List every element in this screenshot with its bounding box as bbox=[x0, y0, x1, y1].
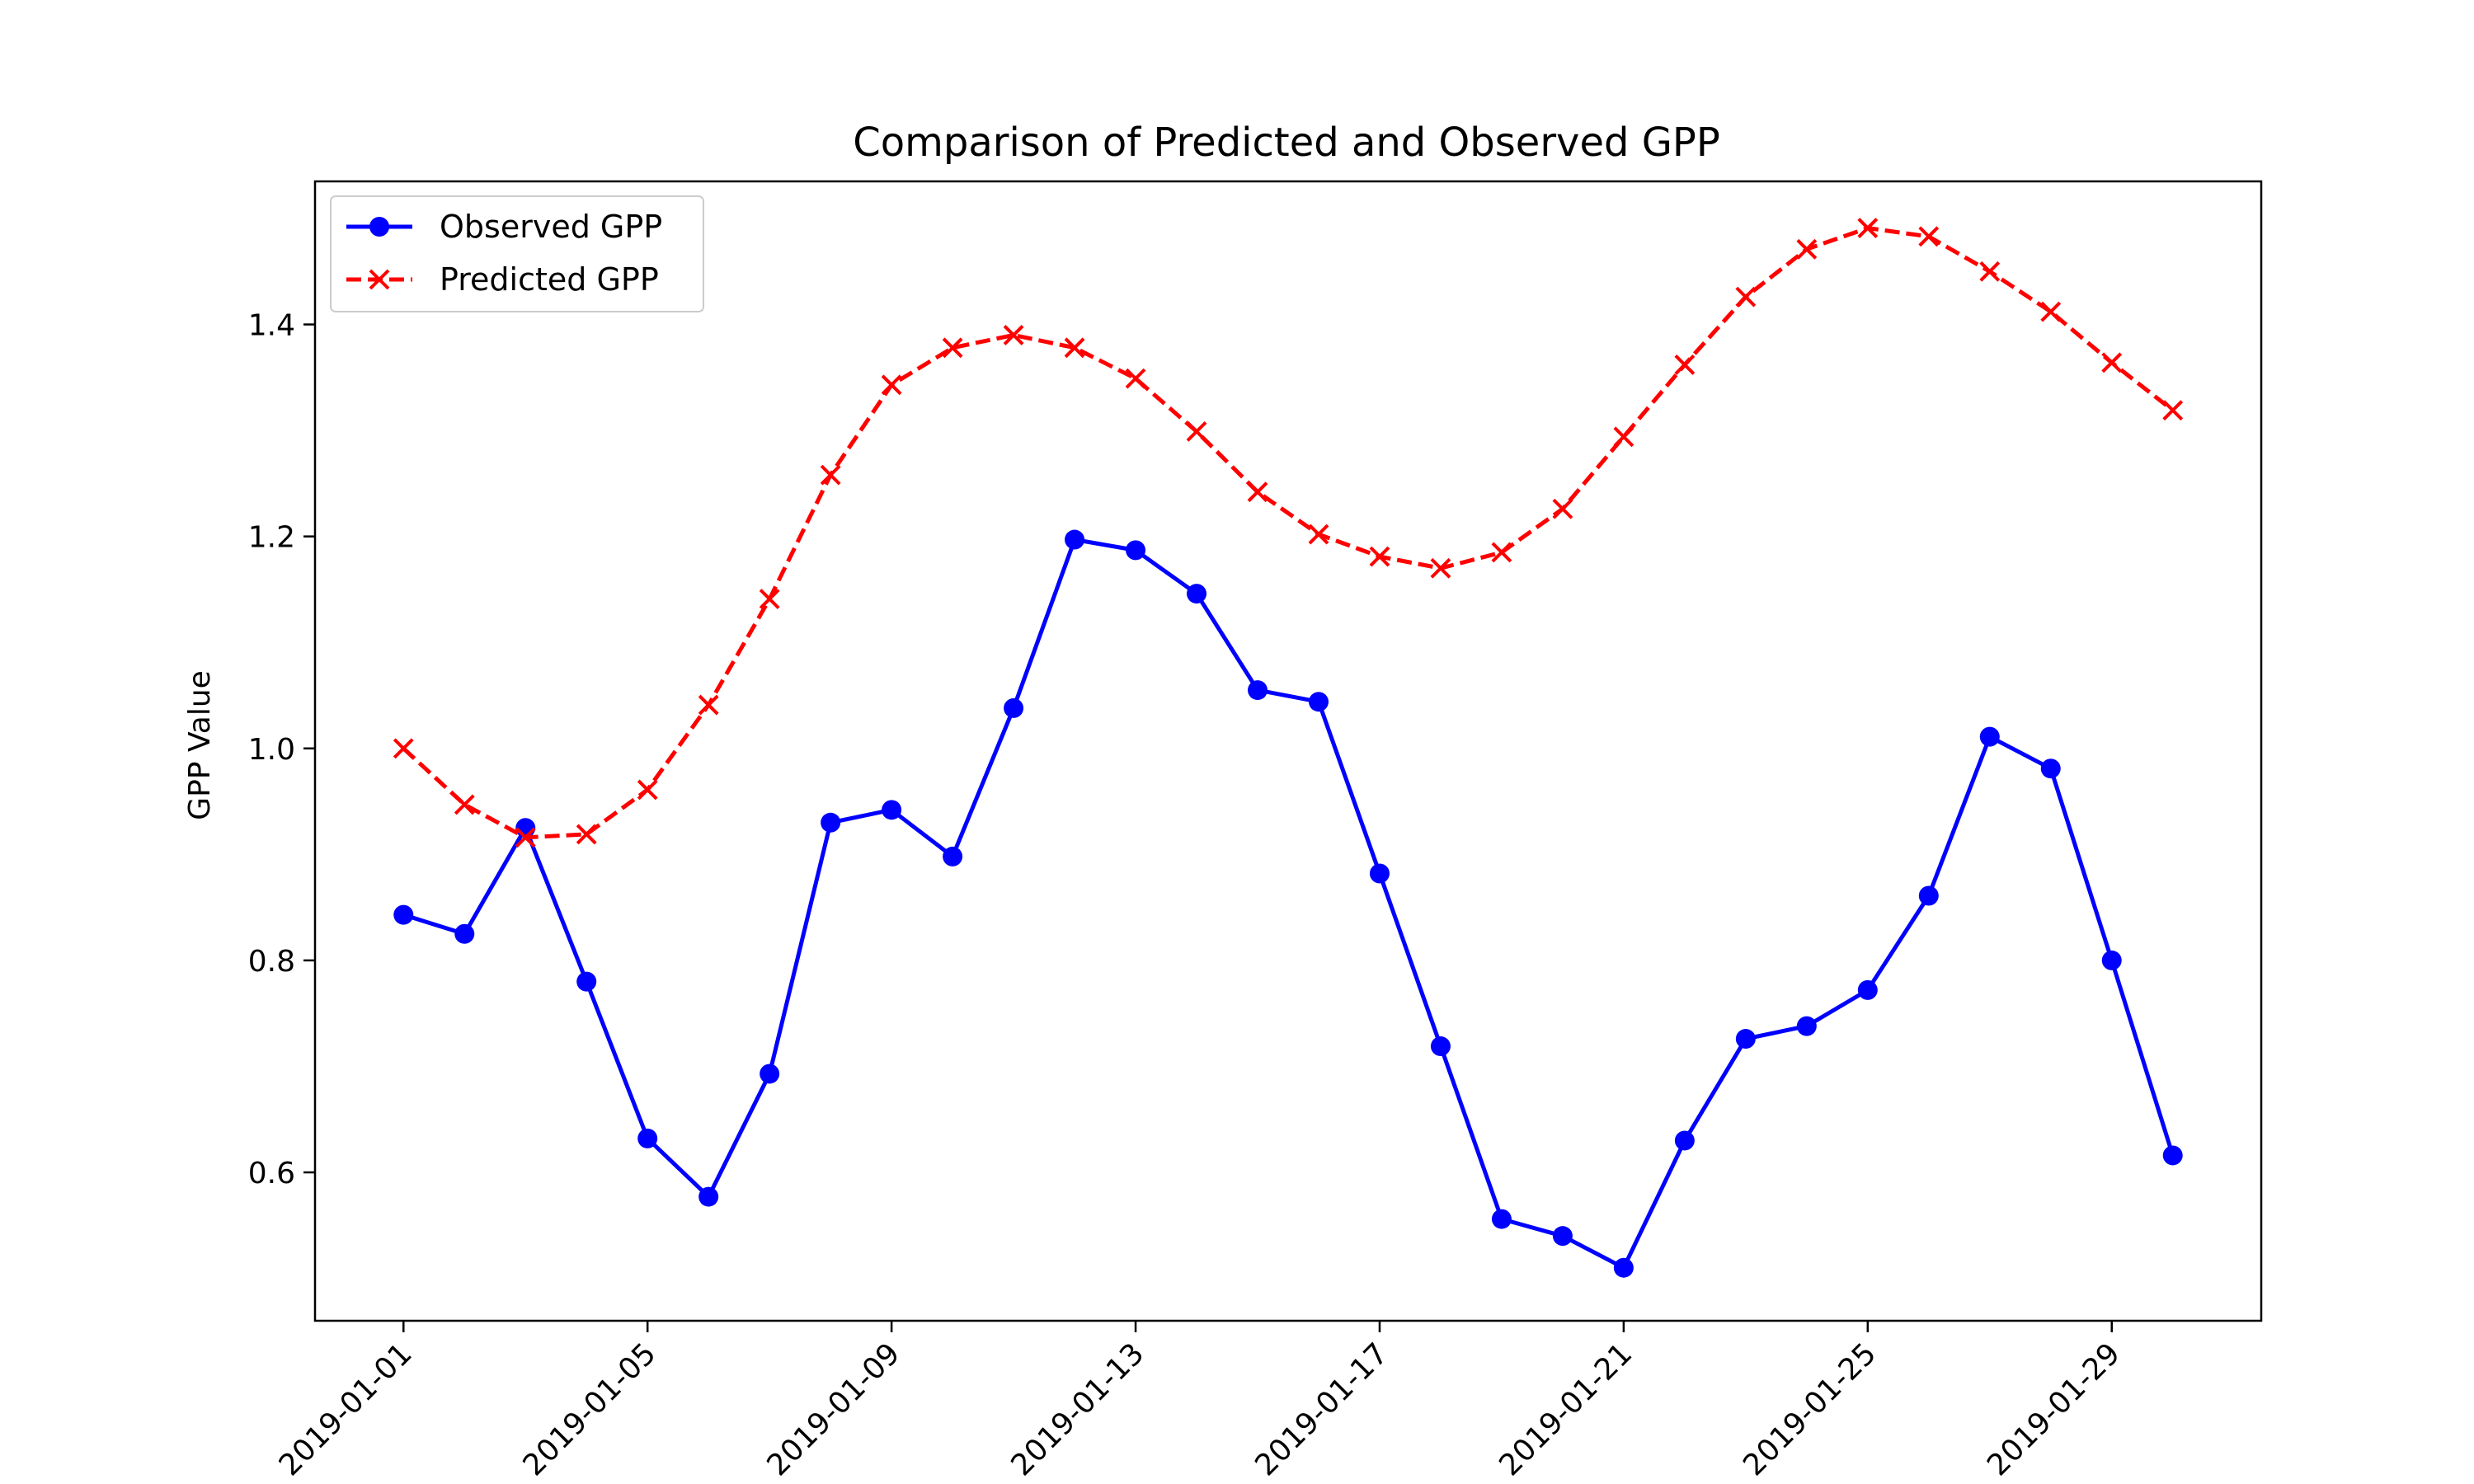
x-tick-label: 2019-01-01 bbox=[273, 1336, 419, 1482]
observed-gpp-point bbox=[637, 1128, 658, 1148]
observed-gpp-point bbox=[1065, 529, 1085, 550]
plot-area bbox=[393, 218, 2184, 1278]
observed-gpp-point bbox=[760, 1064, 780, 1084]
predicted-gpp-point bbox=[576, 824, 597, 845]
predicted-gpp-point bbox=[1064, 337, 1085, 359]
x-tick-label: 2019-01-21 bbox=[1493, 1336, 1639, 1482]
y-axis: 0.6 0.8 1.0 1.2 1.4 bbox=[248, 309, 315, 1190]
observed-gpp-point bbox=[515, 818, 536, 838]
observed-gpp-point bbox=[1613, 1257, 1634, 1278]
predicted-gpp-point bbox=[1125, 368, 1146, 389]
y-tick-label: 0.8 bbox=[248, 945, 295, 979]
predicted-gpp-point bbox=[1003, 324, 1024, 345]
observed-gpp-point bbox=[1857, 979, 1878, 1000]
predicted-gpp-point bbox=[2101, 352, 2123, 373]
predicted-gpp-point bbox=[1430, 557, 1451, 579]
observed-gpp-point bbox=[1430, 1036, 1451, 1057]
predicted-gpp-point bbox=[1369, 546, 1390, 567]
observed-gpp-point bbox=[698, 1186, 719, 1207]
x-tick-label: 2019-01-09 bbox=[761, 1336, 907, 1482]
observed-gpp-point bbox=[882, 800, 902, 820]
legend-box bbox=[330, 195, 704, 312]
observed-gpp-point bbox=[1126, 540, 1146, 561]
observed-gpp-point bbox=[1187, 584, 1207, 604]
observed-gpp-point bbox=[1796, 1016, 1817, 1036]
observed-gpp-point bbox=[943, 846, 963, 866]
observed-gpp-point bbox=[393, 904, 414, 925]
predicted-gpp-point bbox=[2040, 301, 2062, 322]
predicted-gpp-point bbox=[1491, 542, 1512, 563]
predicted-gpp-line bbox=[402, 226, 2175, 840]
observed-gpp-point bbox=[2162, 1145, 2183, 1166]
predicted-gpp-point bbox=[942, 337, 963, 359]
observed-gpp-point bbox=[1674, 1130, 1695, 1151]
observed-gpp-point bbox=[1735, 1029, 1756, 1050]
observed-gpp-point bbox=[1248, 680, 1268, 701]
predicted-gpp-point bbox=[1979, 261, 2001, 282]
x-tick-label: 2019-01-17 bbox=[1249, 1336, 1395, 1482]
observed-gpp-point bbox=[1491, 1209, 1512, 1229]
predicted-gpp-point bbox=[1735, 286, 1757, 308]
predicted-gpp-point bbox=[881, 374, 902, 396]
predicted-gpp-point bbox=[759, 589, 780, 609]
predicted-gpp-point bbox=[454, 794, 475, 815]
plot-frame bbox=[313, 180, 2263, 1322]
observed-gpp-point bbox=[1369, 863, 1390, 884]
y-tick-label: 1.2 bbox=[248, 521, 295, 555]
legend-predicted-gpp-marker bbox=[369, 269, 390, 290]
legend-observed-gpp-label: Observed GPP bbox=[440, 209, 662, 245]
predicted-gpp-point bbox=[1308, 524, 1329, 545]
predicted-gpp-point bbox=[1796, 238, 1818, 260]
predicted-gpp-point bbox=[515, 827, 536, 848]
predicted-gpp-point bbox=[1552, 498, 1573, 519]
observed-gpp-point bbox=[1004, 697, 1024, 718]
y-tick-label: 1.0 bbox=[248, 733, 295, 767]
y-tick-label: 1.4 bbox=[248, 309, 295, 343]
x-tick-label: 2019-01-05 bbox=[517, 1336, 663, 1482]
predicted-gpp-point bbox=[1674, 354, 1696, 375]
legend: Observed GPP Predicted GPP bbox=[330, 195, 704, 312]
predicted-gpp-point bbox=[1186, 420, 1207, 442]
observed-gpp-point bbox=[821, 812, 841, 833]
observed-gpp-point bbox=[1979, 726, 2000, 747]
legend-predicted-gpp-label: Predicted GPP bbox=[440, 261, 659, 298]
observed-gpp-point bbox=[2101, 950, 2122, 970]
observed-gpp-point bbox=[1918, 885, 1939, 906]
observed-gpp-point bbox=[1308, 692, 1329, 712]
observed-gpp-line bbox=[402, 538, 2175, 1270]
predicted-gpp-point bbox=[637, 779, 658, 801]
predicted-gpp-point bbox=[393, 738, 414, 759]
predicted-gpp-point bbox=[2162, 400, 2184, 421]
predicted-gpp-point bbox=[1857, 218, 1879, 238]
x-axis: 2019-01-01 2019-01-05 2019-01-09 2019-01-13… bbox=[273, 1321, 2127, 1482]
observed-gpp-point bbox=[2040, 758, 2061, 779]
observed-gpp-point bbox=[454, 923, 475, 944]
predicted-gpp-point bbox=[1918, 226, 1940, 247]
x-tick-label: 2019-01-29 bbox=[1981, 1336, 2127, 1482]
observed-gpp-point bbox=[1552, 1226, 1573, 1247]
legend-observed-gpp-marker bbox=[369, 217, 389, 237]
predicted-gpp-point bbox=[1247, 481, 1268, 503]
predicted-gpp-point bbox=[820, 464, 841, 486]
observed-gpp-point bbox=[576, 971, 597, 992]
predicted-gpp-point bbox=[1613, 426, 1634, 448]
y-tick-label: 0.6 bbox=[248, 1157, 295, 1190]
chart-title: Comparison of Predicted and Observed GPP bbox=[853, 120, 1720, 166]
x-tick-label: 2019-01-13 bbox=[1004, 1336, 1150, 1482]
predicted-gpp-point bbox=[698, 694, 719, 716]
y-axis-label: GPP Value bbox=[183, 670, 217, 820]
x-tick-label: 2019-01-25 bbox=[1737, 1336, 1883, 1482]
